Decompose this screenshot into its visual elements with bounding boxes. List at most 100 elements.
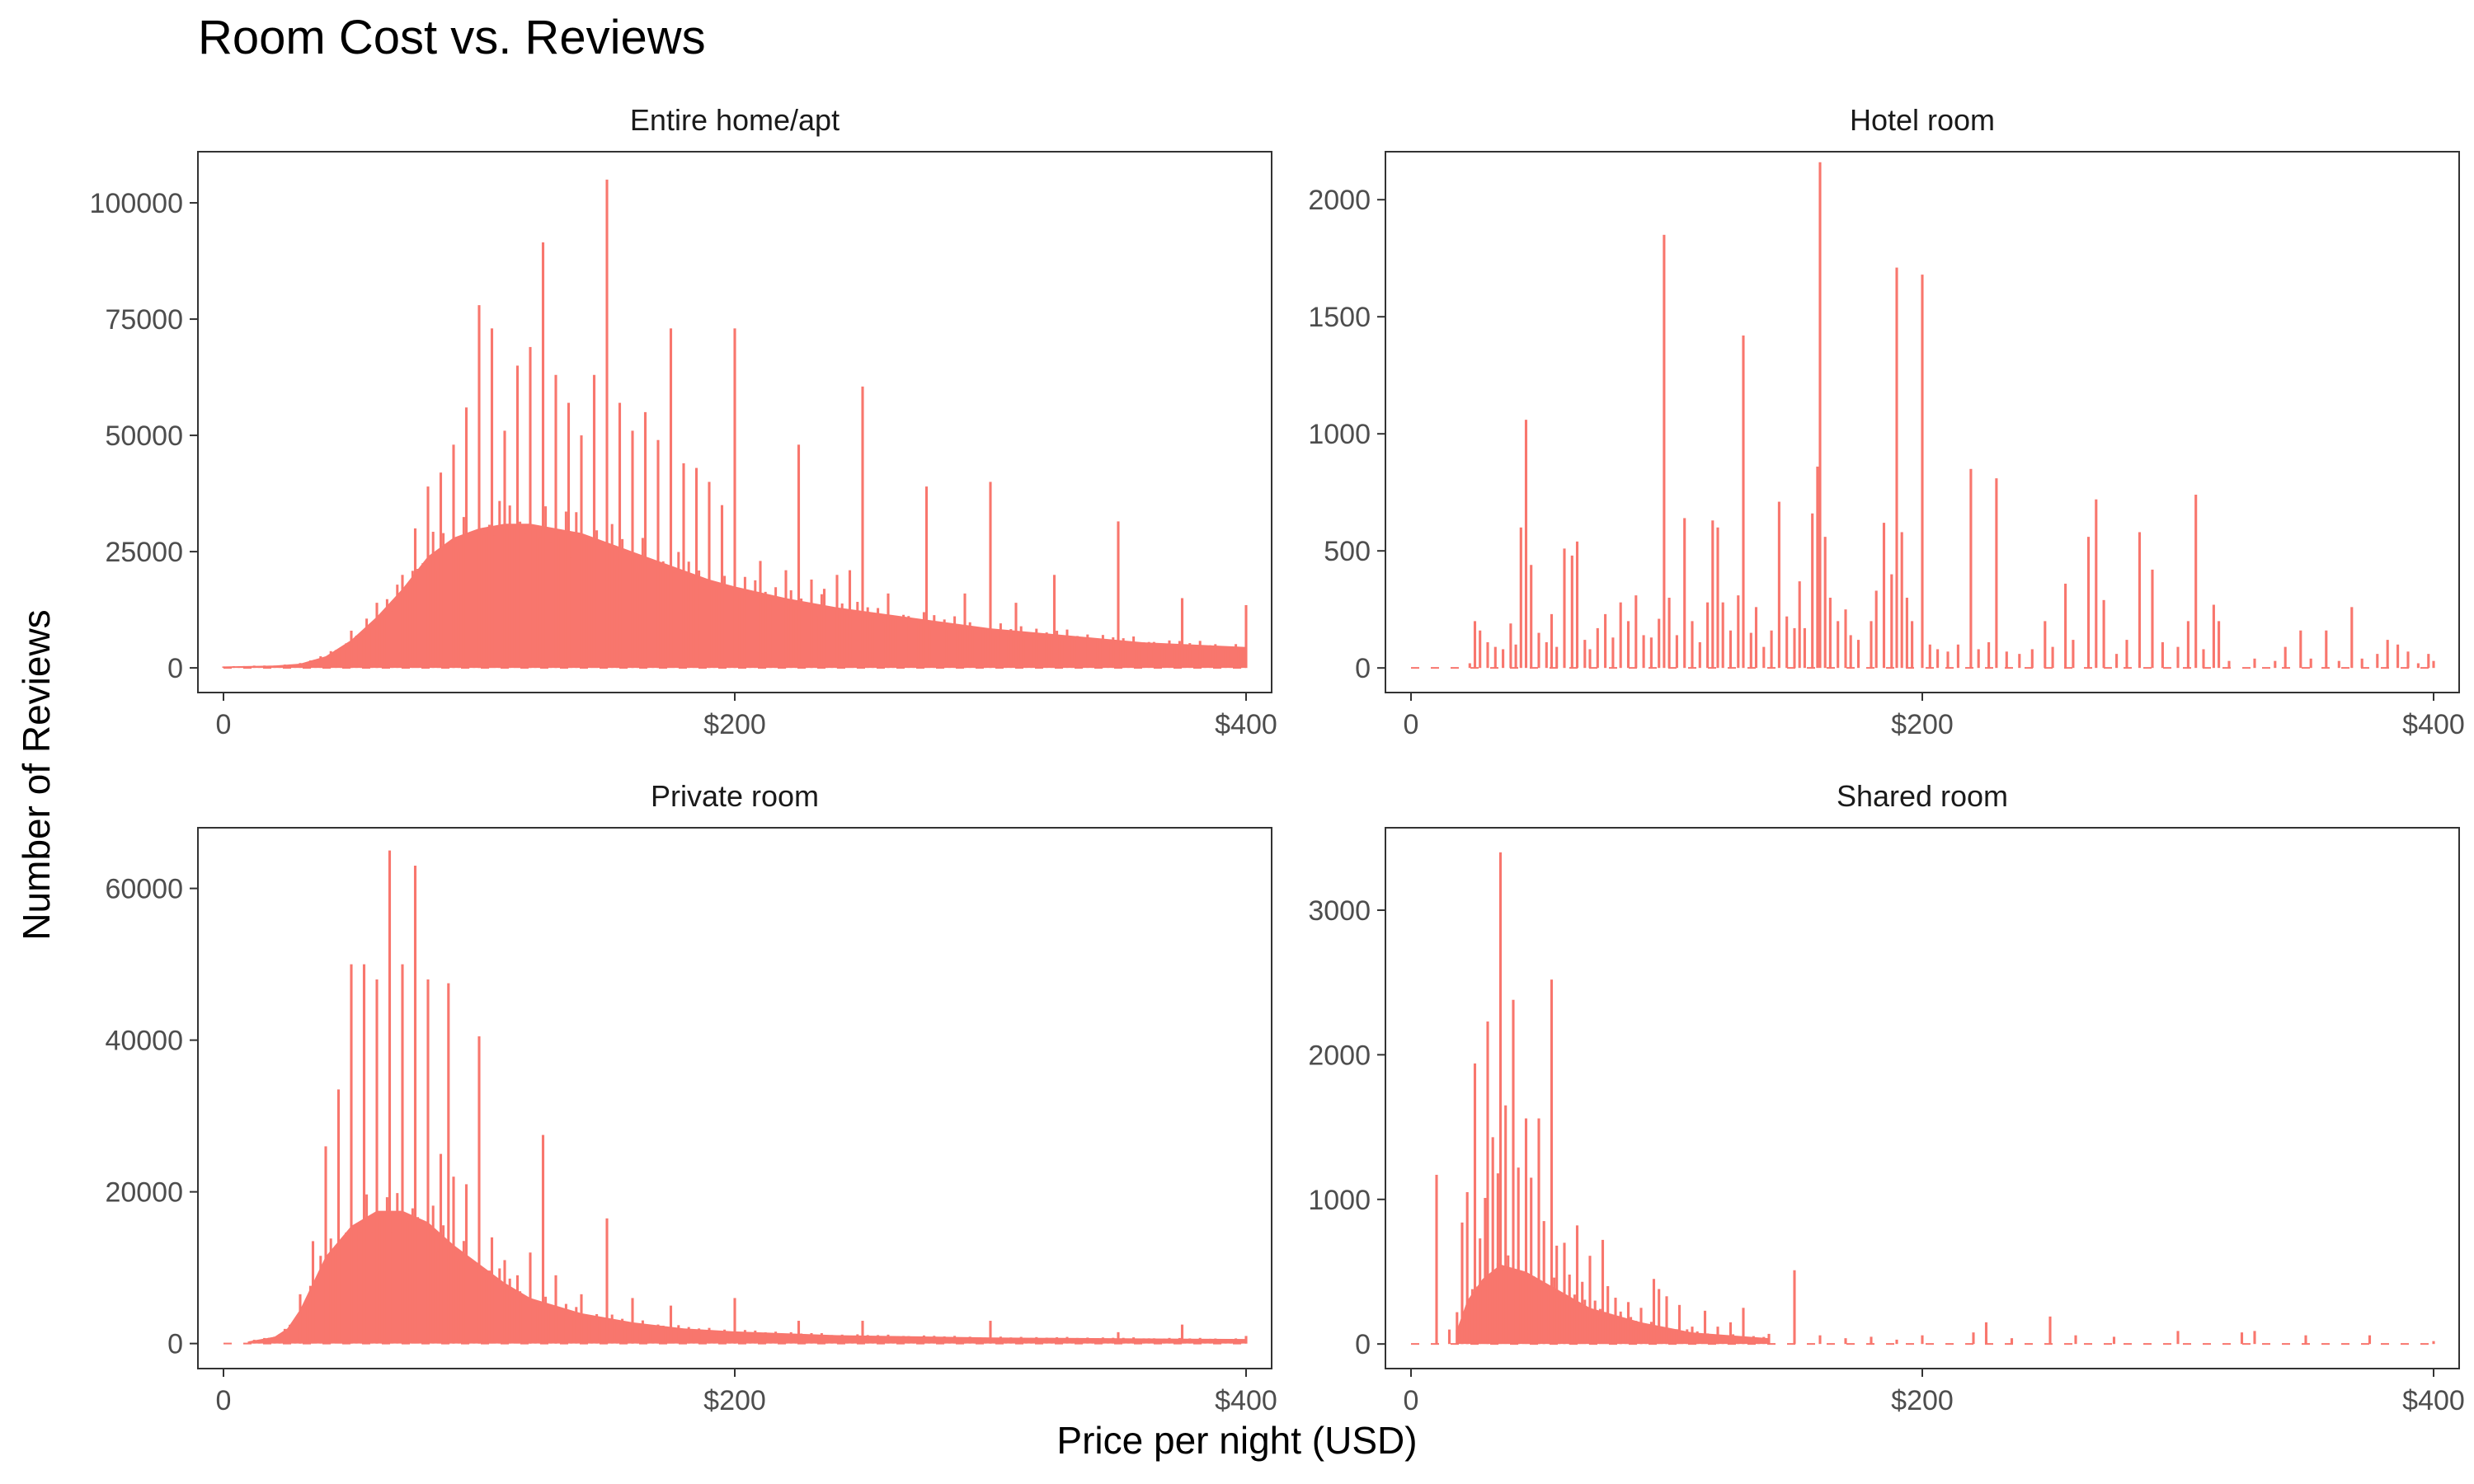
x-tick-label: $200 [703,709,766,740]
bar [1550,979,1554,1345]
bar [1626,1302,1630,1345]
bar [1117,521,1120,669]
bar [2337,660,2340,669]
bar [1550,613,1554,669]
bar [1496,1173,1499,1345]
bar [1793,627,1796,669]
bar [2240,1332,2244,1345]
bar [1816,466,1819,669]
y-tick-label: 40000 [105,1026,183,1057]
bar [2048,1316,2052,1345]
bar [362,964,366,1344]
chart-title: Room Cost vs. Reviews [198,11,706,64]
bar [1435,1174,1438,1345]
bar [797,1321,801,1344]
bar [669,1305,673,1344]
x-tick-label: $400 [2402,709,2465,740]
bar [2299,630,2302,669]
bar [1575,1225,1579,1345]
bar [2360,658,2363,669]
bar [1555,1245,1559,1345]
y-tick-label: 50000 [105,420,183,452]
bar [631,1298,634,1344]
bar [822,589,826,669]
bar [2386,640,2389,669]
bar [1652,1279,1656,1345]
bar [439,472,443,669]
bar [1493,646,1497,669]
x-tick-label: $400 [1215,709,1277,740]
bar [477,305,481,669]
bar [1995,478,1998,669]
y-tick-label: 25000 [105,537,183,568]
bar [1742,1308,1745,1345]
bar [299,1294,302,1344]
bar [2376,654,2379,669]
bar [1984,1322,1988,1345]
bar [618,402,622,669]
bar [2309,658,2312,669]
x-tick-label: $400 [1215,1385,1277,1416]
bar [1856,640,1860,669]
bar [554,374,557,669]
bar-mass [249,1210,1246,1344]
facet-panel-entire-home: Entire home/apt 0 25000 50000 75000 100000 0 $2… [90,103,1277,740]
bar [1711,520,1714,669]
bar [1658,618,1661,669]
bar [1649,637,1653,669]
bar [2427,654,2430,669]
bar [375,979,379,1344]
bar [2304,1335,2307,1345]
y-tick-label: 2000 [1308,1040,1371,1071]
bar [1895,1339,1898,1345]
bar [1486,1021,1489,1345]
bar [2406,651,2410,669]
bar [2115,654,2119,669]
bar [631,430,634,669]
bar [1117,1331,1120,1344]
y-tick-label: 1000 [1308,419,1371,450]
bar [1667,597,1671,669]
bar [580,435,583,669]
bar [2072,640,2075,669]
bar [1588,1256,1592,1345]
bar [592,374,596,669]
bar [643,411,647,669]
bar [1849,635,1852,669]
bar [401,575,404,669]
bar [1663,234,1666,669]
bar [1798,581,1801,669]
bar [2253,1331,2256,1345]
facet-title: Private room [651,779,819,813]
bar [1706,602,1710,669]
bar [1473,1063,1477,1345]
bar [669,328,673,669]
bar [1677,1304,1681,1345]
bar [848,570,852,669]
bar [477,1036,481,1344]
bar [529,346,532,669]
bar [1921,275,1924,669]
bar [2095,499,2098,669]
x-tick-label: 0 [216,709,232,740]
y-tick-label: 1500 [1308,302,1371,333]
bar [2325,630,2328,669]
bar [567,402,571,669]
bar [1626,621,1630,669]
bar [452,444,455,669]
bar [1588,649,1592,669]
bar [1844,609,1847,669]
bar [1969,468,1973,669]
bar [2176,646,2180,669]
bar [464,1184,468,1344]
bar [529,1252,532,1344]
bar [720,505,724,669]
bar [1921,1335,1924,1345]
bar [1614,1298,1617,1345]
facet-title: Hotel room [1850,103,1995,137]
bar [708,481,711,669]
bar [682,463,685,669]
bar [810,579,813,669]
bar [963,593,967,669]
bar [1563,548,1566,669]
